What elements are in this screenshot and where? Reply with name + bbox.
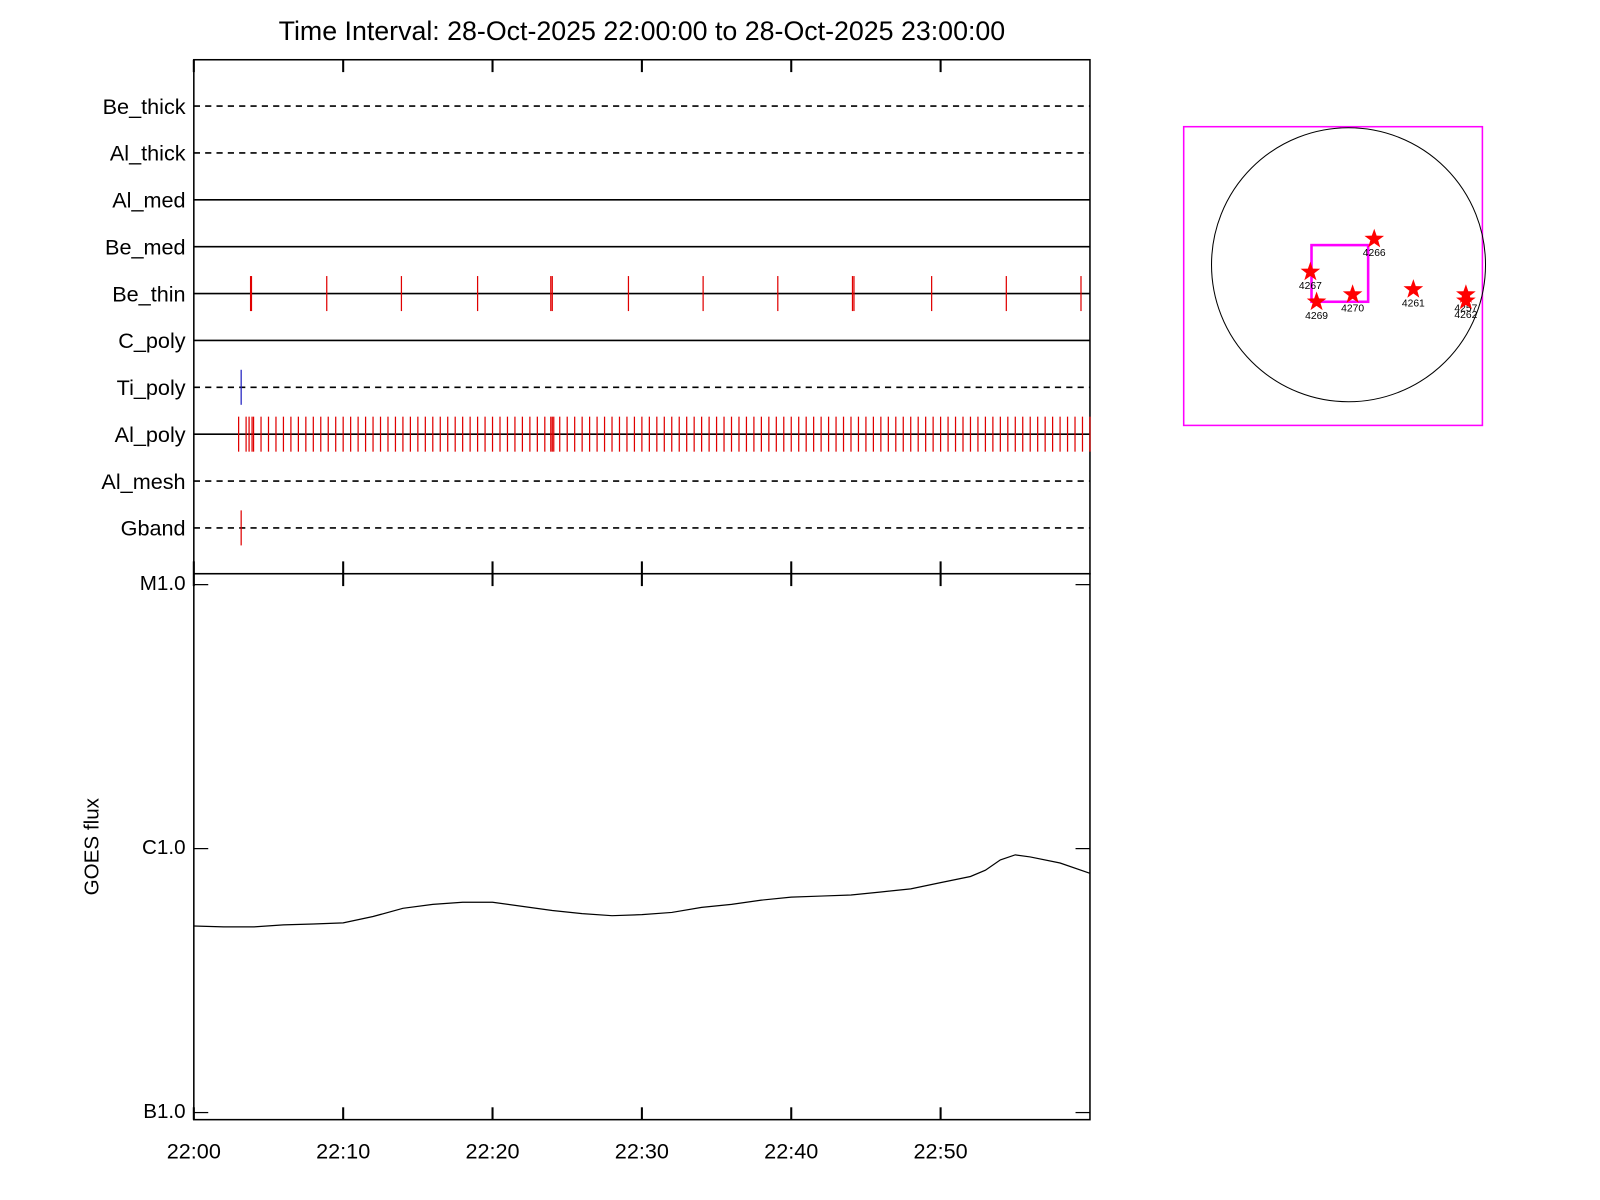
y-axis-label: GOES flux <box>80 797 103 895</box>
row-label: Ti_poly <box>117 375 186 400</box>
map-frame <box>1182 125 1484 427</box>
row-label: C_poly <box>118 328 186 353</box>
region-label: 4257 <box>1454 304 1477 315</box>
region-label: 4262 <box>1454 310 1477 321</box>
region-star <box>1364 228 1385 248</box>
x-tick-label: 22:30 <box>615 1138 669 1163</box>
region-label: 4261 <box>1402 299 1425 310</box>
x-tick-label: 22:00 <box>167 1138 221 1163</box>
row-label: Gband <box>121 516 186 541</box>
region-label: 4267 <box>1299 281 1322 292</box>
region-label: 4266 <box>1363 248 1386 259</box>
row-label: Be_thin <box>112 281 185 306</box>
region-star <box>1456 290 1476 310</box>
row-label: Al_thick <box>110 141 186 166</box>
region-label: 4270 <box>1341 304 1364 315</box>
region-star <box>1342 284 1363 303</box>
y-tick-label: B1.0 <box>143 1100 185 1123</box>
x-tick-label: 22:40 <box>764 1138 818 1163</box>
chart-title: Time Interval: 28-Oct-2025 22:00:00 to 2… <box>279 16 1006 46</box>
region-star <box>1403 279 1424 298</box>
row-label: Al_med <box>112 188 185 213</box>
region-star <box>1306 291 1327 311</box>
y-tick-label: M1.0 <box>140 572 186 595</box>
flux-line <box>193 854 1091 928</box>
row-label: Al_poly <box>115 422 186 447</box>
region-label: 4269 <box>1305 311 1328 322</box>
solar-disk <box>1210 127 1487 403</box>
region-star <box>1300 261 1321 281</box>
x-tick-label: 22:50 <box>914 1138 968 1163</box>
x-tick-label: 22:10 <box>316 1138 370 1163</box>
y-tick-label: C1.0 <box>142 836 186 859</box>
x-tick-label: 22:20 <box>465 1138 519 1163</box>
row-label: Al_mesh <box>101 469 185 494</box>
row-label: Be_med <box>105 234 186 259</box>
row-label: Be_thick <box>103 94 186 119</box>
